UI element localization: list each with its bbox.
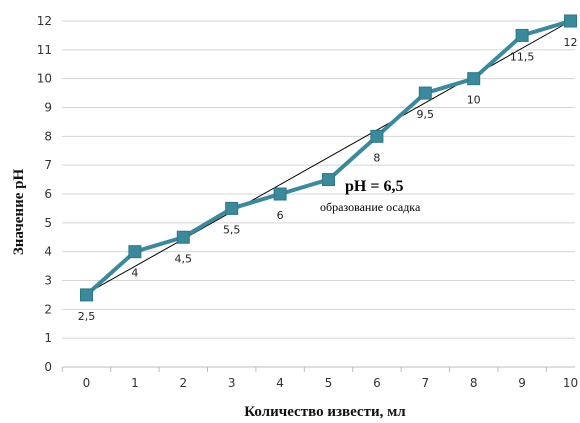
data-label: 11,5: [510, 50, 535, 63]
data-label: 8: [373, 151, 380, 164]
y-tick-label: 4: [44, 245, 52, 259]
x-tick-label: 1: [131, 376, 139, 390]
data-label: 4,5: [175, 252, 193, 265]
data-label: 12: [564, 36, 578, 49]
data-point: [515, 28, 529, 42]
y-tick-label: 10: [37, 72, 52, 86]
x-tick-label: 5: [325, 376, 333, 390]
x-tick-label: 3: [228, 376, 236, 390]
y-tick-label: 1: [44, 331, 52, 345]
y-tick-label: 11: [37, 43, 52, 57]
series-markers: [80, 14, 577, 302]
data-label: 4: [131, 267, 138, 280]
data-label: 9,5: [417, 108, 435, 121]
grid-lines: [62, 20, 575, 339]
x-axis-title: Количество извести, мл: [244, 404, 406, 420]
annotation-title: pH = 6,5: [345, 178, 403, 195]
annotation-subtitle: образование осадка: [320, 200, 421, 214]
x-tick-label: 7: [421, 376, 429, 390]
x-tick-labels: 0 1 2 3 4 5 6 7 8 9 10: [83, 376, 578, 390]
data-point: [322, 173, 335, 187]
y-tick-label: 6: [44, 187, 52, 201]
y-tick-label: 2: [44, 302, 52, 316]
data-label: 10: [467, 94, 481, 107]
data-point: [564, 14, 577, 28]
data-point: [273, 187, 287, 201]
data-point: [128, 245, 142, 259]
axes: [61, 366, 575, 372]
trendline: [86, 20, 571, 295]
trendline-path: [86, 20, 571, 295]
y-tick-label: 3: [44, 274, 52, 288]
x-tick-label: 0: [83, 376, 91, 390]
data-point: [370, 129, 384, 143]
data-labels: 2,5 4 4,5 5,5 6 8 9,5 10 11,5 12: [78, 36, 578, 323]
y-tick-label: 9: [44, 101, 52, 115]
data-label: 5,5: [223, 223, 241, 236]
x-tick-label: 2: [179, 376, 187, 390]
y-axis-title: Значение pH: [11, 169, 27, 256]
data-point: [176, 230, 190, 244]
data-point: [467, 72, 481, 86]
data-point: [418, 86, 432, 100]
x-tick-label: 9: [518, 376, 526, 390]
data-point: [225, 201, 239, 215]
data-label: 2,5: [78, 310, 96, 323]
x-tick-label: 6: [373, 376, 381, 390]
data-point: [80, 288, 93, 302]
x-tick-label: 10: [563, 376, 578, 390]
y-tick-label: 7: [44, 158, 52, 172]
x-tick-label: 8: [470, 376, 478, 390]
y-tick-label: 12: [37, 14, 52, 28]
data-label: 6: [277, 209, 284, 222]
y-tick-label: 0: [44, 360, 52, 374]
y-tick-label: 8: [44, 129, 52, 143]
x-tick-label: 4: [276, 376, 284, 390]
y-tick-label: 5: [44, 216, 52, 230]
